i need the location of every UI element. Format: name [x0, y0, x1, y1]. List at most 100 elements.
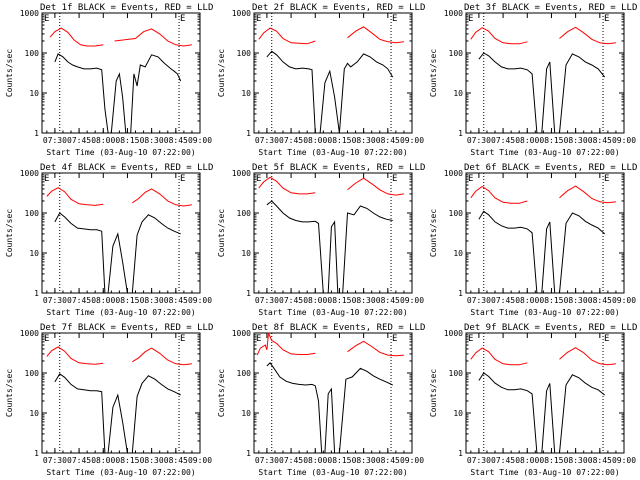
x-tick-label: 08:00	[515, 136, 539, 145]
x-axis-label: Start Time (03-Aug-10 07:22:00)	[258, 308, 407, 317]
corner-mark: E	[256, 174, 261, 184]
x-tick-label: 07:30	[255, 456, 279, 465]
y-tick-label: 1000	[232, 9, 251, 18]
x-tick-label: 07:45	[279, 456, 303, 465]
corner-mark: E	[468, 14, 473, 24]
x-tick-label: 08:15	[539, 296, 563, 305]
x-tick-label: 08:00	[515, 456, 539, 465]
x-tick-label: 08:30	[352, 296, 376, 305]
x-tick-label: 07:45	[67, 456, 91, 465]
x-tick-label: 07:30	[255, 136, 279, 145]
y-tick-label: 100	[449, 209, 464, 218]
series-line-events	[478, 210, 606, 294]
x-tick-label: 08:15	[539, 136, 563, 145]
x-tick-label: 08:45	[376, 456, 400, 465]
y-tick-label: 1	[246, 129, 251, 138]
plot-frame	[253, 172, 413, 294]
x-axis-label: Start Time (03-Aug-10 07:22:00)	[470, 468, 619, 477]
x-tick-label: 09:00	[188, 456, 212, 465]
y-tick-label: 100	[449, 49, 464, 58]
y-axis-label: Counts/sec	[429, 209, 438, 257]
series-line-events	[54, 212, 181, 294]
x-axis-label: Start Time (03-Aug-10 07:22:00)	[470, 148, 619, 157]
corner-mark: E	[44, 174, 49, 184]
y-tick-label: 1	[246, 289, 251, 298]
x-tick-label: 08:45	[164, 136, 188, 145]
corner-mark: E	[604, 14, 609, 24]
y-tick-label: 1	[458, 449, 463, 458]
y-tick-label: 100	[237, 209, 252, 218]
series-line-lld	[46, 346, 192, 366]
y-tick-label: 10	[241, 89, 251, 98]
x-tick-label: 07:45	[67, 136, 91, 145]
corner-mark: E	[180, 334, 185, 344]
y-tick-label: 1000	[444, 169, 463, 178]
x-axis-label: Start Time (03-Aug-10 07:22:00)	[258, 148, 407, 157]
y-axis-label: Counts/sec	[5, 49, 14, 97]
series-line-lld	[470, 185, 616, 204]
x-tick-label: 08:15	[327, 456, 351, 465]
x-tick-label: 08:15	[115, 296, 139, 305]
plot-frame	[465, 12, 625, 134]
y-axis-label: Counts/sec	[5, 209, 14, 257]
x-tick-label: 08:45	[376, 136, 400, 145]
x-tick-label: 08:15	[327, 296, 351, 305]
y-tick-label: 1	[246, 449, 251, 458]
series-line-lld	[256, 332, 404, 357]
plot-panel-6: Det 6f BLACK = Events, RED = LLD Counts/s…	[429, 163, 637, 317]
x-tick-label: 07:30	[467, 136, 491, 145]
y-tick-label: 100	[237, 49, 252, 58]
x-tick-label: 08:15	[539, 456, 563, 465]
plot-title: Det 2f BLACK = Events, RED = LLD	[252, 3, 425, 13]
x-tick-label: 08:30	[564, 296, 588, 305]
y-tick-label: 1	[458, 289, 463, 298]
series-line-events	[54, 373, 181, 454]
y-axis-label: Counts/sec	[429, 369, 438, 417]
y-tick-label: 10	[453, 89, 463, 98]
series-line-events	[478, 52, 606, 134]
x-tick-label: 08:30	[140, 296, 164, 305]
plot-panel-2: Det 2f BLACK = Events, RED = LLD Counts/s…	[217, 3, 425, 157]
x-tick-label: 08:45	[376, 296, 400, 305]
series-line-lld	[470, 347, 616, 366]
corner-mark: E	[44, 14, 49, 24]
series-line-events	[478, 372, 606, 454]
plot-frame	[41, 172, 201, 294]
x-tick-label: 07:30	[467, 456, 491, 465]
x-tick-label: 07:45	[279, 296, 303, 305]
y-axis-label: Counts/sec	[217, 209, 226, 257]
corner-mark: E	[604, 174, 609, 184]
x-tick-label: 07:45	[491, 296, 515, 305]
x-axis-label: Start Time (03-Aug-10 07:22:00)	[46, 468, 195, 477]
y-tick-label: 10	[29, 409, 39, 418]
y-tick-label: 100	[25, 209, 40, 218]
plot-title: Det 5f BLACK = Events, RED = LLD	[252, 163, 425, 173]
y-tick-label: 100	[25, 369, 40, 378]
y-axis-label: Counts/sec	[217, 369, 226, 417]
y-tick-label: 10	[241, 249, 251, 258]
y-tick-label: 1000	[232, 169, 251, 178]
plot-frame	[41, 12, 201, 134]
x-tick-label: 08:00	[303, 456, 327, 465]
y-tick-label: 10	[29, 249, 39, 258]
x-tick-label: 07:45	[491, 136, 515, 145]
plot-panel-5: Det 5f BLACK = Events, RED = LLD Counts/s…	[217, 163, 425, 317]
plot-panel-7: Det 7f BLACK = Events, RED = LLD Counts/s…	[5, 323, 213, 477]
corner-mark: E	[392, 334, 397, 344]
y-tick-label: 10	[241, 409, 251, 418]
plot-frame	[465, 172, 625, 294]
corner-mark: E	[256, 14, 261, 24]
y-tick-label: 100	[25, 49, 40, 58]
plot-title: Det 9f BLACK = Events, RED = LLD	[464, 323, 637, 333]
y-axis-label: Counts/sec	[5, 369, 14, 417]
y-tick-label: 1000	[444, 329, 463, 338]
plot-title: Det 3f BLACK = Events, RED = LLD	[464, 3, 637, 13]
x-tick-label: 08:00	[515, 296, 539, 305]
x-tick-label: 08:45	[164, 296, 188, 305]
x-tick-label: 08:45	[588, 456, 612, 465]
series-line-events	[266, 50, 394, 134]
y-tick-label: 100	[237, 369, 252, 378]
plot-frame	[465, 332, 625, 454]
y-tick-label: 1000	[232, 329, 251, 338]
x-tick-label: 08:45	[588, 296, 612, 305]
